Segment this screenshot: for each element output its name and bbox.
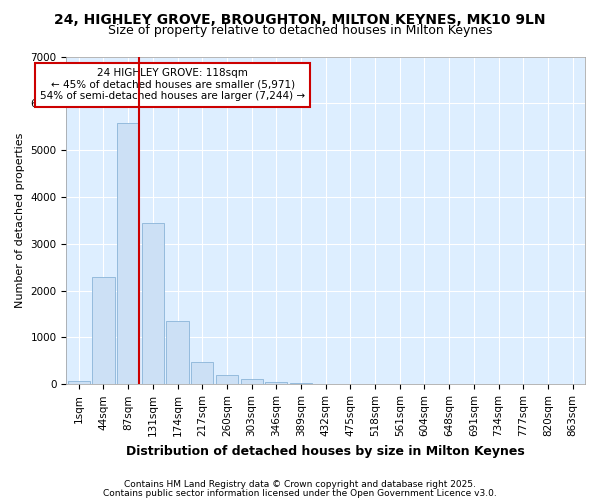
Text: Contains HM Land Registry data © Crown copyright and database right 2025.: Contains HM Land Registry data © Crown c… xyxy=(124,480,476,489)
Bar xyxy=(265,382,287,384)
Text: Contains public sector information licensed under the Open Government Licence v3: Contains public sector information licen… xyxy=(103,489,497,498)
Bar xyxy=(117,123,139,384)
Bar xyxy=(191,362,214,384)
Bar xyxy=(290,383,312,384)
Bar xyxy=(241,380,263,384)
Bar xyxy=(166,320,188,384)
Bar xyxy=(142,223,164,384)
Bar xyxy=(216,376,238,384)
Text: 24 HIGHLEY GROVE: 118sqm
← 45% of detached houses are smaller (5,971)
54% of sem: 24 HIGHLEY GROVE: 118sqm ← 45% of detach… xyxy=(40,68,305,102)
Bar xyxy=(68,381,90,384)
Text: Size of property relative to detached houses in Milton Keynes: Size of property relative to detached ho… xyxy=(108,24,492,37)
Text: 24, HIGHLEY GROVE, BROUGHTON, MILTON KEYNES, MK10 9LN: 24, HIGHLEY GROVE, BROUGHTON, MILTON KEY… xyxy=(54,12,546,26)
X-axis label: Distribution of detached houses by size in Milton Keynes: Distribution of detached houses by size … xyxy=(127,444,525,458)
Y-axis label: Number of detached properties: Number of detached properties xyxy=(15,132,25,308)
Bar xyxy=(92,276,115,384)
